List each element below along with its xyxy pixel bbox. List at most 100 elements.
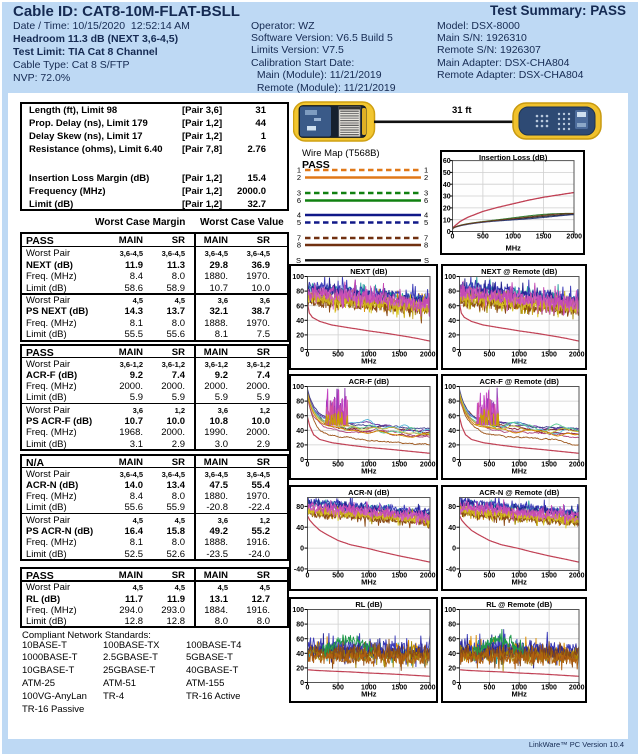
svg-text:RL @ Remote (dB): RL @ Remote (dB) — [486, 600, 552, 609]
svg-text:0: 0 — [300, 680, 304, 687]
svg-text:50: 50 — [443, 170, 451, 177]
svg-text:0: 0 — [452, 680, 456, 687]
svg-text:40: 40 — [448, 525, 456, 532]
svg-text:0: 0 — [447, 229, 451, 236]
svg-text:Insertion Loss (dB): Insertion Loss (dB) — [479, 153, 548, 162]
svg-text:20: 20 — [448, 333, 456, 340]
svg-text:2000: 2000 — [569, 461, 585, 468]
svg-text:1500: 1500 — [392, 684, 408, 691]
svg-text:RL (dB): RL (dB) — [355, 600, 382, 609]
svg-text:2000: 2000 — [420, 572, 436, 579]
svg-text:40: 40 — [296, 651, 304, 658]
svg-text:2000: 2000 — [420, 461, 436, 468]
svg-text:1000: 1000 — [511, 351, 527, 358]
svg-text:1: 1 — [424, 166, 428, 175]
svg-text:MHz: MHz — [505, 244, 521, 253]
svg-text:MHz: MHz — [511, 578, 527, 587]
svg-text:60: 60 — [296, 413, 304, 420]
svg-text:100: 100 — [292, 607, 304, 614]
svg-text:500: 500 — [484, 572, 496, 579]
svg-text:S: S — [424, 256, 429, 265]
svg-text:1000: 1000 — [511, 461, 527, 468]
svg-text:0: 0 — [306, 572, 310, 579]
svg-text:1500: 1500 — [541, 351, 557, 358]
svg-text:8: 8 — [297, 241, 301, 250]
svg-text:MHz: MHz — [511, 357, 527, 366]
svg-text:100: 100 — [444, 607, 456, 614]
svg-text:1000: 1000 — [361, 461, 377, 468]
svg-text:500: 500 — [484, 461, 496, 468]
svg-text:0: 0 — [300, 457, 304, 464]
svg-text:0: 0 — [452, 347, 456, 354]
svg-text:0: 0 — [451, 233, 455, 240]
svg-text:20: 20 — [296, 443, 304, 450]
svg-text:8: 8 — [424, 241, 428, 250]
svg-text:40: 40 — [296, 428, 304, 435]
svg-text:40: 40 — [448, 428, 456, 435]
svg-text:2000: 2000 — [420, 351, 436, 358]
svg-text:100: 100 — [444, 274, 456, 281]
svg-text:7: 7 — [297, 234, 301, 243]
svg-text:1000: 1000 — [505, 233, 521, 240]
svg-text:80: 80 — [296, 622, 304, 629]
svg-text:100: 100 — [292, 384, 304, 391]
svg-text:2: 2 — [297, 173, 301, 182]
svg-text:ACR-F (dB): ACR-F (dB) — [349, 377, 390, 386]
svg-text:MHz: MHz — [361, 578, 377, 587]
svg-text:1000: 1000 — [511, 572, 527, 579]
svg-text:500: 500 — [477, 233, 489, 240]
svg-text:0: 0 — [458, 351, 462, 358]
svg-text:-40: -40 — [294, 567, 304, 574]
svg-text:40: 40 — [296, 318, 304, 325]
svg-text:80: 80 — [296, 504, 304, 511]
svg-text:60: 60 — [296, 636, 304, 643]
svg-text:1000: 1000 — [361, 684, 377, 691]
svg-text:100: 100 — [292, 274, 304, 281]
svg-text:40: 40 — [448, 651, 456, 658]
svg-text:2000: 2000 — [566, 233, 582, 240]
svg-text:0: 0 — [458, 684, 462, 691]
svg-text:1000: 1000 — [361, 351, 377, 358]
svg-text:1000: 1000 — [361, 572, 377, 579]
svg-text:0: 0 — [452, 457, 456, 464]
svg-text:1: 1 — [297, 166, 301, 175]
svg-text:20: 20 — [296, 333, 304, 340]
svg-text:0: 0 — [458, 461, 462, 468]
svg-text:20: 20 — [443, 206, 451, 213]
svg-text:60: 60 — [448, 413, 456, 420]
svg-text:0: 0 — [452, 546, 456, 553]
svg-text:500: 500 — [332, 684, 344, 691]
svg-text:3: 3 — [424, 189, 428, 198]
svg-text:0: 0 — [306, 351, 310, 358]
svg-text:500: 500 — [484, 684, 496, 691]
svg-text:NEXT @ Remote (dB): NEXT @ Remote (dB) — [481, 267, 558, 276]
svg-text:0: 0 — [300, 546, 304, 553]
svg-text:NEXT (dB): NEXT (dB) — [350, 267, 388, 276]
svg-text:5: 5 — [297, 218, 301, 227]
svg-text:40: 40 — [296, 525, 304, 532]
svg-text:MHz: MHz — [511, 690, 527, 699]
svg-text:3: 3 — [297, 189, 301, 198]
svg-text:80: 80 — [448, 504, 456, 511]
svg-text:80: 80 — [296, 289, 304, 296]
svg-text:1000: 1000 — [511, 684, 527, 691]
svg-text:60: 60 — [296, 303, 304, 310]
svg-text:ACR-N @ Remote (dB): ACR-N @ Remote (dB) — [479, 488, 560, 497]
svg-text:1500: 1500 — [392, 461, 408, 468]
svg-text:10: 10 — [443, 217, 451, 224]
svg-text:MHz: MHz — [361, 467, 377, 476]
svg-text:0: 0 — [300, 347, 304, 354]
svg-text:500: 500 — [484, 351, 496, 358]
svg-text:6: 6 — [424, 196, 428, 205]
svg-text:80: 80 — [448, 289, 456, 296]
svg-text:80: 80 — [296, 399, 304, 406]
svg-text:1500: 1500 — [392, 572, 408, 579]
svg-text:4: 4 — [297, 211, 301, 220]
svg-text:2000: 2000 — [569, 684, 585, 691]
svg-text:2000: 2000 — [420, 684, 436, 691]
svg-text:MHz: MHz — [361, 690, 377, 699]
svg-text:20: 20 — [448, 443, 456, 450]
svg-text:500: 500 — [332, 461, 344, 468]
svg-text:1500: 1500 — [536, 233, 552, 240]
svg-text:20: 20 — [448, 666, 456, 673]
